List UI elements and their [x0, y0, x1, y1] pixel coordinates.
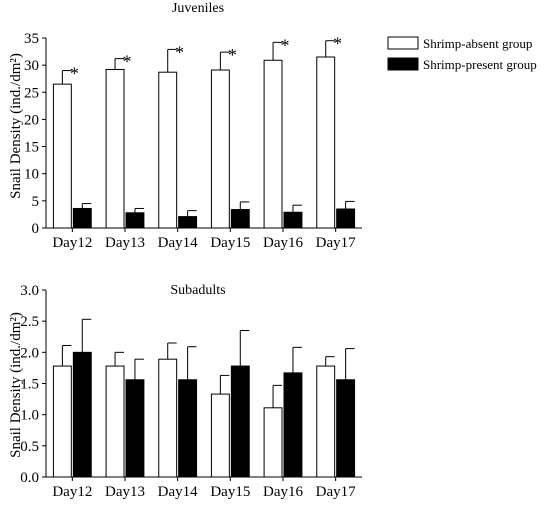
y-tick-label: 25	[24, 85, 39, 101]
y-tick-label: 0.5	[20, 439, 39, 455]
y-tick-label: 10	[24, 167, 39, 183]
legend: Shrimp-absent group Shrimp-present group	[387, 36, 537, 72]
chart-title-subadults: Subadults	[170, 283, 225, 298]
legend-label-shrimp-present: Shrimp-present group	[423, 57, 537, 72]
bar-shrimp-absent	[158, 71, 178, 229]
x-tick-label: Day14	[158, 484, 198, 500]
bar-shrimp-present	[230, 209, 250, 229]
x-tick-label: Day16	[263, 235, 303, 251]
bar-shrimp-present	[230, 365, 250, 478]
x-tick-label: Day12	[52, 484, 92, 500]
y-axis-label-subadults: Snail Density (ind./dm²)	[8, 312, 24, 458]
x-tick-label: Day12	[52, 235, 92, 251]
x-tick-label: Day14	[158, 235, 198, 251]
x-tick-label: Day13	[105, 235, 145, 251]
y-tick-label: 15	[24, 140, 39, 156]
y-tick-label: 2.0	[20, 345, 39, 361]
y-tick-label: 20	[24, 112, 39, 128]
y-tick-label: 0.0	[20, 470, 39, 486]
significance-marker: *	[228, 45, 237, 65]
y-tick-label: 3.0	[20, 283, 39, 299]
x-tick-label: Day13	[105, 484, 145, 500]
significance-marker: *	[123, 52, 132, 72]
y-tick-label: 1.0	[20, 408, 39, 424]
bar-shrimp-present	[178, 379, 198, 478]
y-tick-label: 5	[32, 194, 40, 210]
bar-shrimp-absent	[105, 68, 125, 229]
plot-area-juveniles: 0 5 10 15 20 25 30 35 Day12 * Day13 * Day14 * Day15 * Da…	[24, 31, 362, 251]
x-tick-label: Day15	[210, 235, 250, 251]
x-tick-label: Day16	[263, 484, 303, 500]
x-tick-label: Day17	[316, 484, 356, 500]
significance-marker: *	[333, 34, 342, 54]
bar-shrimp-absent	[316, 56, 336, 229]
bar-shrimp-present	[125, 379, 145, 478]
bar-shrimp-absent	[210, 69, 230, 229]
x-tick-label: Day17	[316, 235, 356, 251]
y-axis-label-juveniles: Snail Density (ind./dm²)	[8, 53, 24, 199]
bar-shrimp-present	[336, 208, 356, 229]
bar-shrimp-present	[283, 211, 303, 229]
bar-shrimp-absent	[105, 365, 125, 478]
bar-shrimp-present	[72, 351, 92, 478]
significance-marker: *	[281, 35, 290, 55]
bar-shrimp-absent	[316, 365, 336, 478]
subadults-panel: Subadults Snail Density (ind./dm²) 0.00.…	[8, 283, 362, 500]
bar-shrimp-absent	[263, 59, 283, 229]
legend-swatch-shrimp-absent	[387, 36, 419, 50]
y-tick-label: 35	[24, 31, 39, 47]
x-tick-label: Day15	[210, 484, 250, 500]
bar-shrimp-absent	[210, 393, 230, 478]
bar-shrimp-present	[125, 212, 145, 229]
bar-shrimp-present	[283, 372, 303, 478]
y-tick-label: 0	[32, 221, 40, 237]
legend-swatch-shrimp-present	[387, 57, 419, 71]
y-tick-label: 2.5	[20, 314, 39, 330]
juveniles-panel: Juveniles Snail Density (ind./dm²) 0 5 10 1…	[8, 1, 362, 251]
plot-area-subadults: 0.0 0.5 1.0 1.5 2.0 2.5 3.0 Day12 Day13 Day14 Day1…	[20, 283, 362, 500]
y-tick-label: 1.5	[20, 377, 39, 393]
bar-shrimp-absent	[158, 358, 178, 478]
bar-shrimp-absent	[52, 365, 72, 478]
bar-shrimp-present	[178, 216, 198, 229]
significance-marker: *	[70, 64, 79, 84]
chart-title-juveniles: Juveniles	[172, 1, 224, 16]
y-tick-label: 30	[24, 58, 39, 74]
significance-marker: *	[175, 42, 184, 62]
bar-shrimp-present	[336, 379, 356, 478]
bar-shrimp-absent	[263, 407, 283, 478]
bar-shrimp-present	[72, 207, 92, 229]
bar-shrimp-absent	[52, 83, 72, 229]
legend-label-shrimp-absent: Shrimp-absent group	[423, 36, 532, 51]
